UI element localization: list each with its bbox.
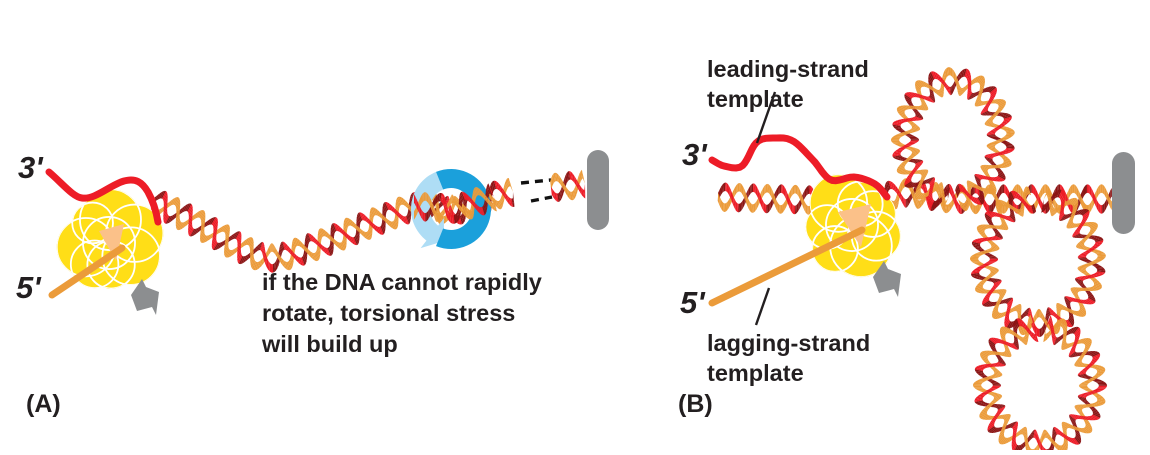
svg-text:template: template (707, 360, 804, 386)
svg-text:if the DNA cannot rapidly: if the DNA cannot rapidly (262, 269, 542, 295)
svg-text:3': 3' (18, 150, 44, 185)
svg-text:leading-strand: leading-strand (707, 56, 869, 82)
svg-text:(A): (A) (26, 390, 61, 418)
svg-text:will build up: will build up (261, 331, 398, 357)
svg-text:5': 5' (680, 285, 706, 320)
svg-text:3': 3' (682, 137, 708, 172)
svg-text:lagging-strand: lagging-strand (707, 330, 870, 356)
svg-text:5': 5' (16, 270, 42, 305)
svg-text:(B): (B) (678, 390, 713, 418)
svg-text:template: template (707, 86, 804, 112)
svg-text:rotate, torsional stress: rotate, torsional stress (262, 300, 515, 326)
